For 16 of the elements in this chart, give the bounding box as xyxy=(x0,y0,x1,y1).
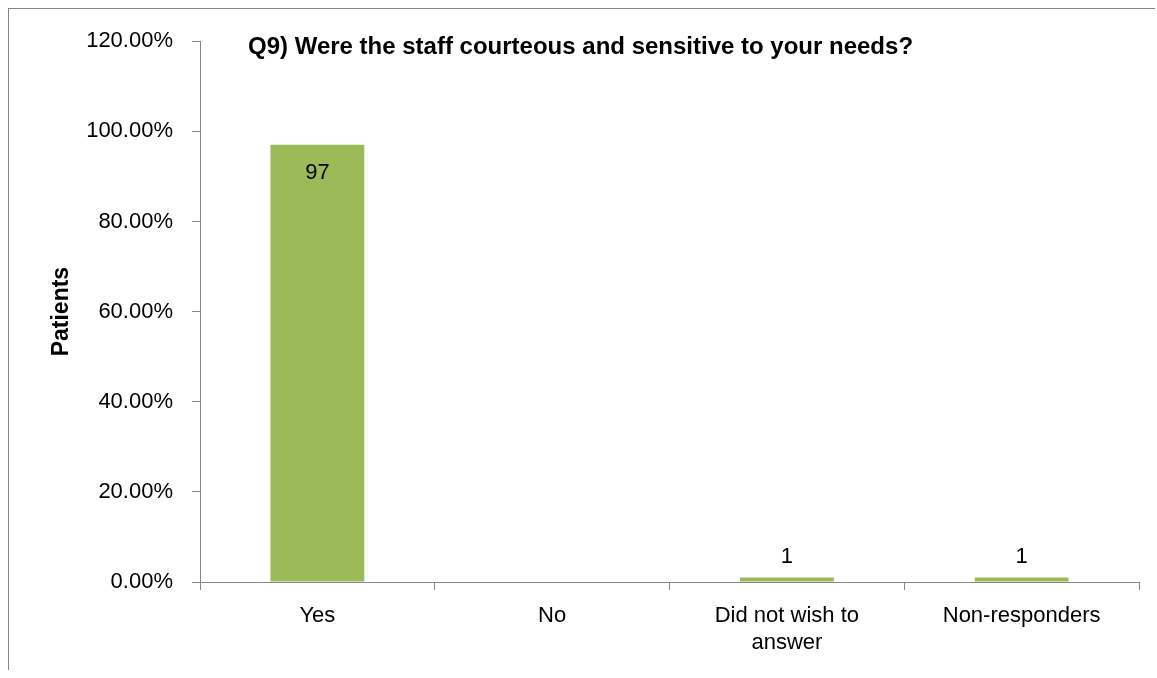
chart-title: Q9) Were the staff courteous and sensitive to your needs? xyxy=(248,32,914,60)
y-axis-title: Patients xyxy=(47,266,74,357)
x-tick-label: Yes xyxy=(299,602,336,628)
y-tick-label: 0.00% xyxy=(110,568,173,594)
y-tick-label: 80.00% xyxy=(98,207,173,233)
data-label: 1 xyxy=(1015,542,1028,568)
y-tick-label: 120.00% xyxy=(86,27,173,53)
x-tick-label: Did not wish to answer xyxy=(714,602,860,654)
y-tick-label: 40.00% xyxy=(98,387,173,413)
y-tick-label: 20.00% xyxy=(98,477,173,503)
data-label: 97 xyxy=(305,158,330,184)
x-tick-label: No xyxy=(538,602,567,628)
y-tick-label: 60.00% xyxy=(98,297,173,323)
data-label: 1 xyxy=(780,542,793,568)
x-tick-label: Non-responders xyxy=(942,602,1101,628)
y-tick-label: 100.00% xyxy=(86,117,173,143)
